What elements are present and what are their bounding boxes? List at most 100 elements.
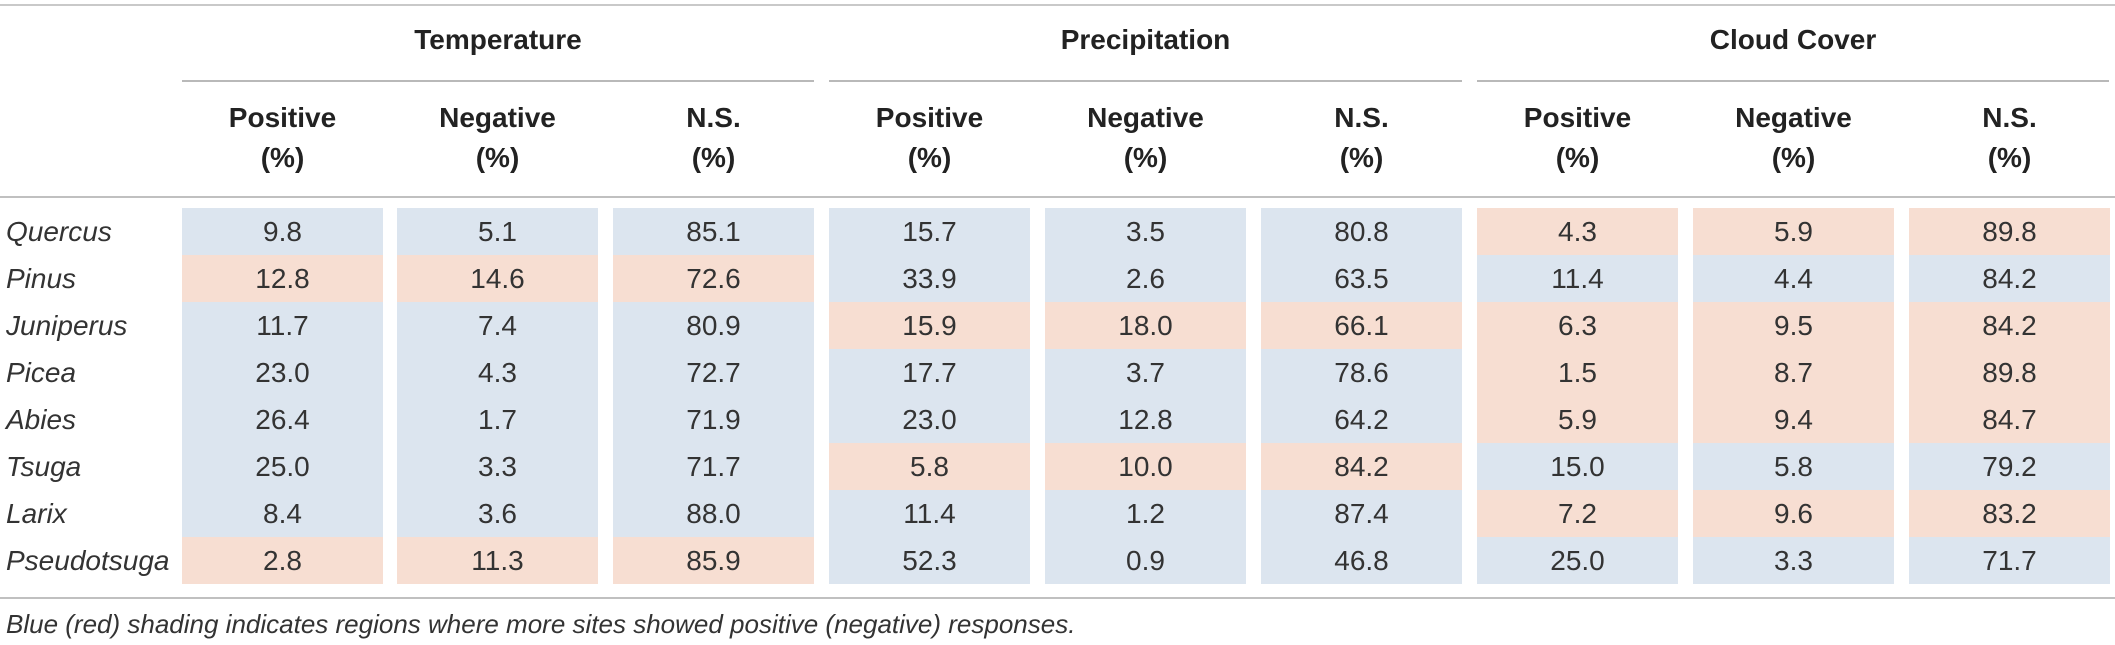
- table-cell: 85.1: [613, 208, 814, 255]
- table-cell: 83.2: [1909, 490, 2110, 537]
- table-cell: 88.0: [613, 490, 814, 537]
- column-header: Positive (%): [829, 98, 1030, 184]
- table-cell: 9.4: [1693, 396, 1894, 443]
- table-cell: 5.1: [397, 208, 598, 255]
- table-cell: 14.6: [397, 255, 598, 302]
- table-cell: 3.3: [1693, 537, 1894, 584]
- column-header-label: Positive: [228, 102, 337, 133]
- table-cell: 15.9: [829, 302, 1030, 349]
- column-header-unit: (%): [1555, 142, 1600, 173]
- table-cell: 18.0: [1045, 302, 1246, 349]
- column-header-unit: (%): [260, 142, 305, 173]
- row-label-genus: Juniperus: [6, 310, 128, 341]
- column-header-label: Negative: [1735, 102, 1852, 133]
- table-cell: 12.8: [182, 255, 383, 302]
- column-header: Negative (%): [397, 98, 598, 184]
- table-bottom-rule: [0, 597, 2115, 599]
- column-header-unit: (%): [1987, 142, 2032, 173]
- group-rule: [1477, 80, 2109, 82]
- row-label-genus: Picea: [6, 357, 77, 388]
- column-header-unit: (%): [907, 142, 952, 173]
- table-cell: 46.8: [1261, 537, 1462, 584]
- column-header-label: Negative: [1087, 102, 1204, 133]
- column-header-unit: (%): [475, 142, 520, 173]
- column-header-unit: (%): [1771, 142, 1816, 173]
- row-label-genus: Quercus: [6, 216, 112, 247]
- table-cell: 84.2: [1909, 302, 2110, 349]
- table-cell: 11.3: [397, 537, 598, 584]
- table-cell: 72.6: [613, 255, 814, 302]
- table-cell: 9.6: [1693, 490, 1894, 537]
- table-cell: 8.4: [182, 490, 383, 537]
- table-cell: 3.3: [397, 443, 598, 490]
- column-header: N.S. (%): [1261, 98, 1462, 184]
- table-cell: 89.8: [1909, 349, 2110, 396]
- table-cell: 72.7: [613, 349, 814, 396]
- table-cell: 80.9: [613, 302, 814, 349]
- table-cell: 23.0: [829, 396, 1030, 443]
- table-cell: 11.7: [182, 302, 383, 349]
- table-cell: 1.5: [1477, 349, 1678, 396]
- header-divider: [0, 196, 2115, 198]
- table-cell: 25.0: [1477, 537, 1678, 584]
- table-cell: 9.8: [182, 208, 383, 255]
- table-cell: 25.0: [182, 443, 383, 490]
- table-cell: 15.7: [829, 208, 1030, 255]
- table-cell: 33.9: [829, 255, 1030, 302]
- table-top-rule: [0, 4, 2115, 6]
- table-cell: 8.7: [1693, 349, 1894, 396]
- column-header-label: Positive: [1523, 102, 1632, 133]
- group-title-temperature: Temperature: [414, 24, 582, 55]
- column-header: Positive (%): [182, 98, 383, 184]
- table-cell: 6.3: [1477, 302, 1678, 349]
- table-cell: 23.0: [182, 349, 383, 396]
- table-cell: 5.9: [1477, 396, 1678, 443]
- table-cell: 4.3: [1477, 208, 1678, 255]
- table-cell: 63.5: [1261, 255, 1462, 302]
- group-title-precipitation: Precipitation: [1060, 24, 1231, 55]
- column-header-unit: (%): [1123, 142, 1168, 173]
- table-cell: 79.2: [1909, 443, 2110, 490]
- column-header: Negative (%): [1045, 98, 1246, 184]
- row-label-genus: Tsuga: [6, 451, 82, 482]
- column-header-unit: (%): [1339, 142, 1384, 173]
- table-cell: 84.2: [1909, 255, 2110, 302]
- column-header: Positive (%): [1477, 98, 1678, 184]
- column-header-label: N.S.: [1334, 102, 1389, 133]
- table-cell: 3.5: [1045, 208, 1246, 255]
- table-cell: 5.8: [829, 443, 1030, 490]
- table-cell: 78.6: [1261, 349, 1462, 396]
- table-cell: 80.8: [1261, 208, 1462, 255]
- table-cell: 10.0: [1045, 443, 1246, 490]
- table-footnote: Blue (red) shading indicates regions whe…: [6, 609, 1076, 639]
- table-cell: 4.4: [1693, 255, 1894, 302]
- table-cell: 1.2: [1045, 490, 1246, 537]
- table-cell: 7.2: [1477, 490, 1678, 537]
- table-cell: 84.2: [1261, 443, 1462, 490]
- column-header-unit: (%): [691, 142, 736, 173]
- table-cell: 71.7: [1909, 537, 2110, 584]
- table-cell: 2.6: [1045, 255, 1246, 302]
- column-header-label: Positive: [875, 102, 984, 133]
- table-cell: 26.4: [182, 396, 383, 443]
- row-label-genus: Abies: [6, 404, 77, 435]
- group-title-cloud-cover: Cloud Cover: [1709, 24, 1877, 55]
- table-cell: 2.8: [182, 537, 383, 584]
- table-cell: 7.4: [397, 302, 598, 349]
- table-cell: 5.8: [1693, 443, 1894, 490]
- group-rule: [829, 80, 1462, 82]
- table-cell: 84.7: [1909, 396, 2110, 443]
- table-cell: 5.9: [1693, 208, 1894, 255]
- table-cell: 3.7: [1045, 349, 1246, 396]
- column-header: N.S. (%): [1909, 98, 2110, 184]
- column-header-label: N.S.: [1982, 102, 2037, 133]
- table-cell: 0.9: [1045, 537, 1246, 584]
- column-header: Negative (%): [1693, 98, 1894, 184]
- row-label-genus: Pinus: [6, 263, 77, 294]
- table-cell: 4.3: [397, 349, 598, 396]
- table-cell: 11.4: [1477, 255, 1678, 302]
- table-cell: 71.7: [613, 443, 814, 490]
- group-rule: [182, 80, 814, 82]
- column-header-label: N.S.: [686, 102, 741, 133]
